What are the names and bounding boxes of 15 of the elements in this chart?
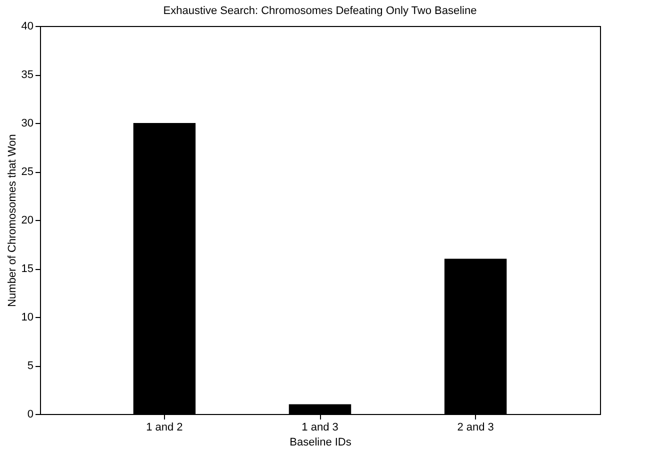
y-tick-label: 20 [21,214,34,226]
x-tick-label: 2 and 3 [457,422,494,434]
y-tick-label: 35 [21,69,34,81]
y-axis-title: Number of Chromosomes that Won [6,134,18,307]
x-axis-title: Baseline IDs [290,436,352,448]
y-tick-label: 10 [21,312,34,324]
y-tick-label: 5 [27,360,34,372]
y-tick-label: 15 [21,263,34,275]
y-tick-label: 30 [21,118,34,130]
x-tick-label: 1 and 3 [302,422,338,434]
chart-title: Exhaustive Search: Chromosomes Defeating Only Two Baseline [163,5,477,17]
y-tick-label: 0 [27,408,34,420]
y-tick-label: 40 [21,20,34,32]
x-tick-label: 1 and 2 [146,422,183,434]
y-tick-label: 25 [21,166,34,178]
